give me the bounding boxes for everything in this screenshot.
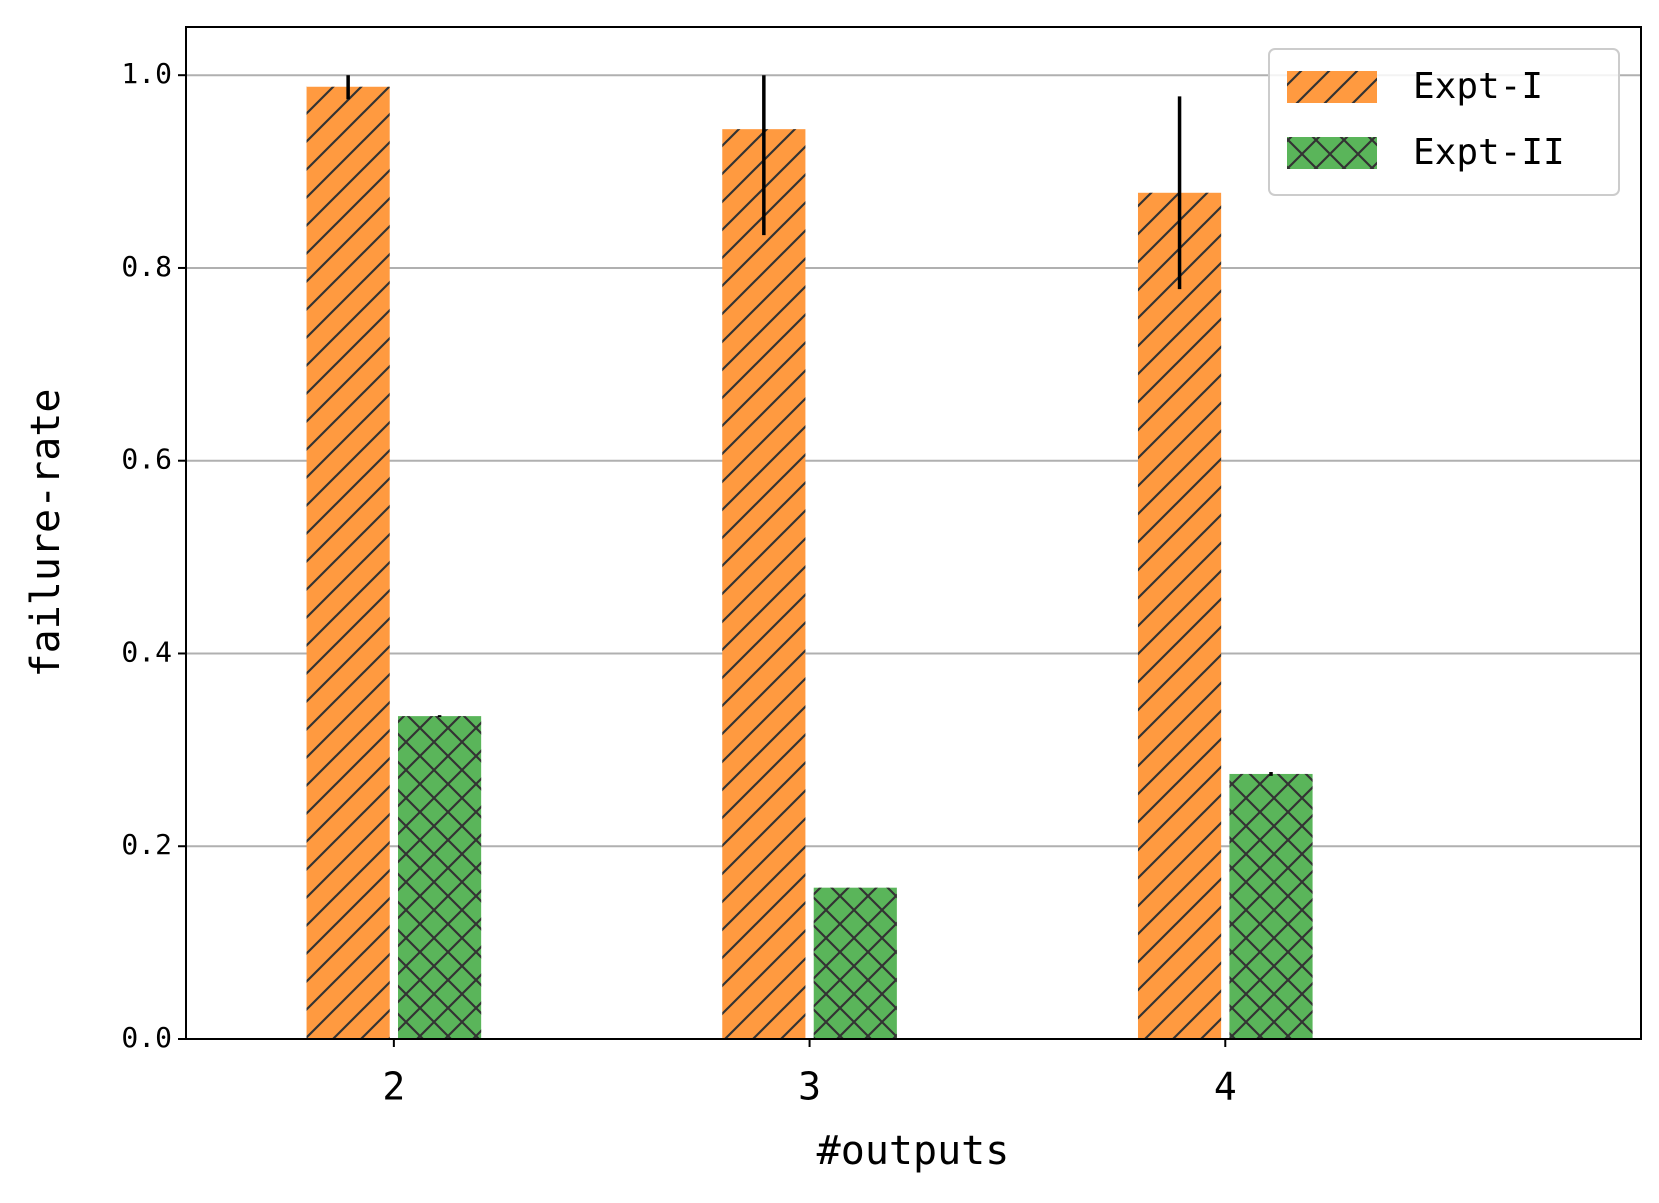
- legend-swatch-hatch: [1287, 71, 1377, 103]
- x-tick-label: 2: [382, 1065, 405, 1109]
- y-tick-label: 0.2: [121, 828, 172, 861]
- y-tick-label: 0.0: [121, 1021, 172, 1054]
- y-tick-label: 0.8: [121, 250, 172, 283]
- y-tick-label: 1.0: [121, 57, 172, 90]
- legend-label: Expt-II: [1413, 132, 1565, 173]
- bar-hatch: [813, 887, 897, 1039]
- y-axis-label: failure-rate: [23, 389, 69, 678]
- x-tick-label: 3: [798, 1065, 821, 1109]
- bar-hatch: [1137, 192, 1222, 1039]
- bar-hatch: [306, 86, 390, 1040]
- bar-hatch: [722, 129, 806, 1039]
- x-axis-label: #outputs: [817, 1128, 1010, 1174]
- bar-hatch: [1229, 773, 1313, 1039]
- y-tick-label: 0.4: [121, 635, 172, 668]
- bar-hatch: [398, 716, 482, 1039]
- plot-frame: [185, 26, 1642, 1040]
- legend-swatch-hatch: [1287, 137, 1377, 169]
- legend-label: Expt-I: [1413, 66, 1543, 107]
- x-tick-label: 4: [1214, 1065, 1237, 1109]
- y-tick-label: 0.6: [121, 443, 172, 476]
